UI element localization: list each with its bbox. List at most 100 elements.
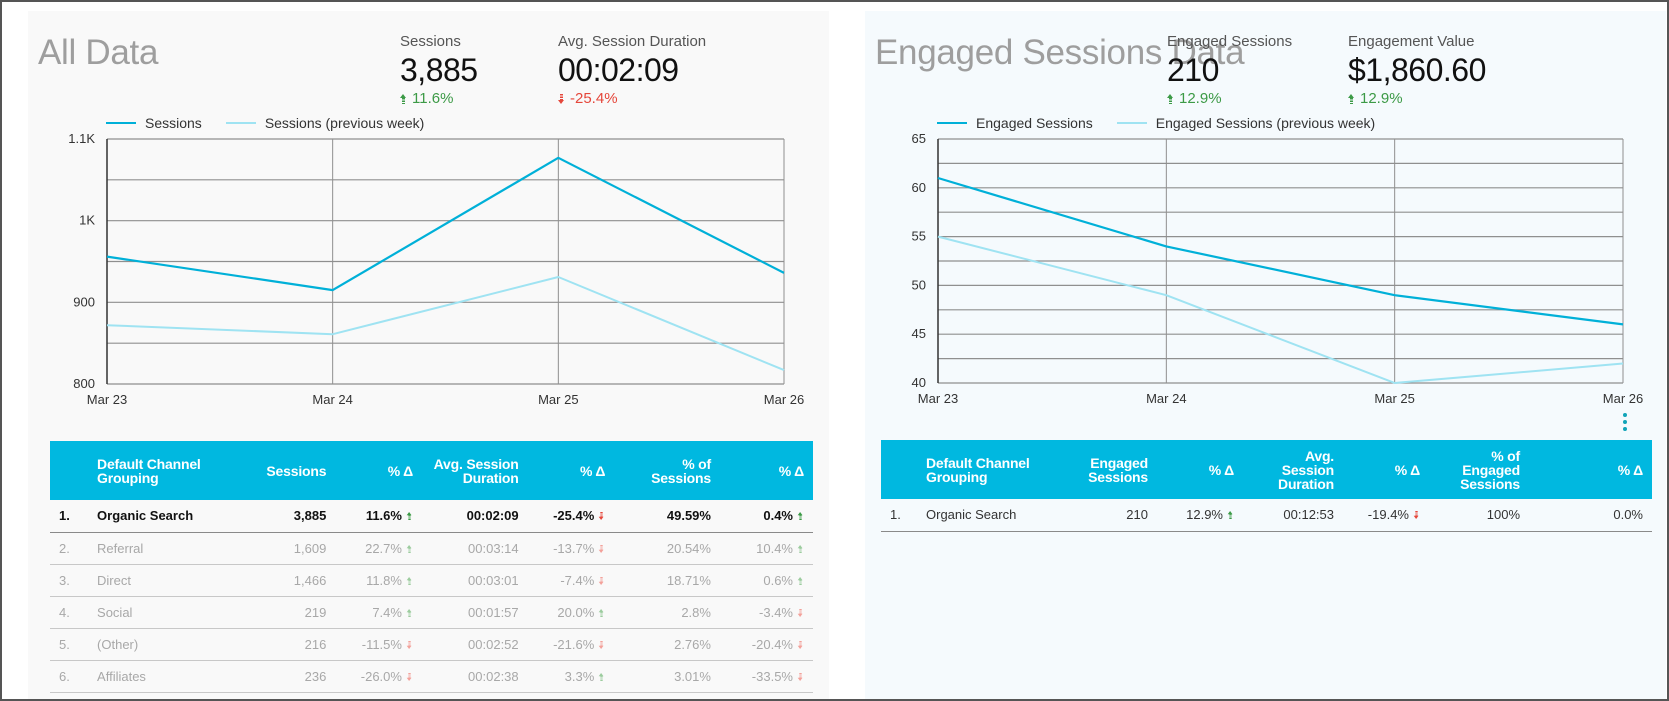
cell-pct-value: 18.71% [666,572,711,588]
cell-pct: 2.76% [614,628,720,661]
cell-sessions-value: 216 [304,636,327,652]
cell-duration-value: 00:02:38 [468,668,519,684]
table-row[interactable]: 1. Organic Search 3,885 11.6% 00:02:09 -25.4%… [50,500,813,533]
kpi-sessions[interactable]: Sessions 3,885 11.6% [400,33,478,107]
engaged-channel-table: Default Channel Grouping Engaged Session… [881,440,1652,532]
table-row[interactable]: 6. Affiliates 236 -26.0% 00:02:38 3.3% 3.01% -3… [50,660,813,693]
x-tick-label: Mar 24 [312,392,352,407]
x-tick-label: Mar 25 [538,392,578,407]
col-channel[interactable]: Default Channel Grouping [88,441,247,500]
col-sessions[interactable]: Sessions [246,441,336,500]
col-pct-sessions[interactable]: % of Sessions [614,441,720,500]
legend-item-sessions-previous[interactable]: Sessions (previous week) [225,115,424,131]
cell-sessions-value: 236 [304,668,327,684]
cell-sessions: 1,609 [246,532,336,565]
table-row[interactable]: 1. Organic Search 210 12.9% 00:12:53 -19.4% 10… [881,499,1652,532]
cell-rank-value: 2. [59,540,70,556]
more-vert-icon[interactable] [1622,413,1628,431]
cell-sessions-delta: 7.4% [335,596,422,629]
cell-duration: 00:02:52 [421,628,528,661]
col-duration-delta[interactable]: % Δ [527,441,615,500]
col-duration-delta[interactable]: % Δ [1343,440,1429,499]
all-data-panel: All Data Sessions 3,885 11.6% Avg. Sessi… [28,11,829,699]
arrow-down-icon [598,576,605,585]
kpi-delta-value: 12.9% [1179,90,1222,107]
cell-channel-value: Direct [97,572,131,588]
arrow-up-icon [406,512,413,521]
col-duration[interactable]: Avg. Session Duration [1243,440,1343,499]
table-row[interactable]: 3. Direct 1,466 11.8% 00:03:01 -7.4% 18.71% 0.6… [50,564,813,597]
data-point [781,270,787,276]
legend-label: Sessions [145,115,202,131]
channel-table: Default Channel Grouping Sessions % Δ Av… [50,441,813,693]
cell-sessions-delta: 12.9% [1157,499,1243,532]
y-tick-label: 40 [912,375,926,390]
data-point [555,155,561,161]
y-tick-label: 50 [912,277,926,292]
col-pct-delta[interactable]: % Δ [1529,440,1652,499]
cell-pct: 100% [1429,499,1529,532]
col-engaged-sessions[interactable]: Engaged Sessions [1067,440,1157,499]
cell-rank-value: 6. [59,668,70,684]
cell-rank: 4. [50,596,89,629]
cell-rank: 1. [50,500,89,533]
col-sessions-delta[interactable]: % Δ [335,441,422,500]
table-row[interactable]: 2. Referral 1,609 22.7% 00:03:14 -13.7% 20.54%… [50,532,813,565]
legend-swatch [1116,122,1147,124]
cell-sessions-delta-value: 7.4% [372,604,402,620]
cell-pct-delta-value: 10.4% [756,540,793,556]
col-pct-delta[interactable]: % Δ [719,441,813,500]
x-tick-label: Mar 26 [1603,391,1643,406]
kpi-delta-value: 11.6% [412,90,454,107]
table-row[interactable]: 4. Social 219 7.4% 00:01:57 20.0% 2.8% -3.4% [50,596,813,629]
legend-swatch [937,122,967,124]
cell-rank-value: 4. [59,604,70,620]
panel-title: All Data [38,33,159,72]
kpi-engagement-value[interactable]: Engagement Value $1,860.60 12.9% [1348,33,1486,107]
cell-pct-value: 2.8% [681,604,711,620]
legend-item-engaged-sessions-previous[interactable]: Engaged Sessions (previous week) [1116,115,1376,131]
kpi-value: $1,860.60 [1348,52,1486,88]
cell-pct: 3.01% [614,660,720,693]
engaged-sessions-line-chart[interactable]: 40 45 50 55 60 65 Mar 23 Mar 24 Mar 25 Mar 26 [865,11,1666,411]
y-tick-label: 900 [73,294,95,309]
cell-duration-value: 00:01:57 [468,604,519,620]
arrow-up-icon [797,576,804,585]
arrow-down-icon [406,640,413,649]
cell-duration-delta-value: -21.6% [553,636,595,652]
y-tick-label: 1.1K [68,131,95,146]
arrow-down-icon [1413,511,1420,520]
col-duration[interactable]: Avg. Session Duration [421,441,528,500]
panel-title: Engaged Sessions Data [875,33,1245,72]
sessions-line-chart[interactable]: 800 900 1K 1.1K Mar 23 Mar 24 Mar 25 Mar 26 [28,11,829,411]
y-tick-label: 55 [912,229,926,244]
data-point [330,331,336,337]
cell-sessions: 219 [246,596,336,629]
kpi-avg-session-duration[interactable]: Avg. Session Duration 00:02:09 -25.4% [558,33,706,107]
cell-rank: 3. [50,564,89,597]
kpi-engaged-sessions[interactable]: Engaged Sessions 210 12.9% [1167,33,1292,107]
cell-sessions-delta: -11.5% [335,628,422,661]
legend-label: Engaged Sessions (previous week) [1155,115,1376,131]
legend-item-engaged-sessions[interactable]: Engaged Sessions [937,115,1093,131]
chart-legend: Sessions Sessions (previous week) [106,115,448,131]
cell-duration-delta-value: -19.4% [1367,507,1409,523]
x-tick-label: Mar 24 [1146,391,1186,406]
kpi-delta: 11.6% [400,89,478,107]
legend-item-sessions[interactable]: Sessions [106,115,202,131]
col-rank [881,440,917,499]
cell-pct-delta: 0.6% [719,564,813,597]
table-row[interactable]: 5. (Other) 216 -11.5% 00:02:52 -21.6% 2.76% -20… [50,628,813,661]
col-pct-engaged[interactable]: % of Engaged Sessions [1429,440,1529,499]
arrow-down-icon [797,640,804,649]
y-tick-label: 1K [79,213,95,228]
cell-duration-delta: 20.0% [527,596,615,629]
col-engaged-delta[interactable]: % Δ [1157,440,1243,499]
cell-rank-value: 5. [59,636,70,652]
cell-pct-delta-value: 0.6% [763,572,793,588]
y-tick-label: 60 [912,180,926,195]
col-channel[interactable]: Default Channel Grouping [917,440,1067,499]
x-tick-label: Mar 25 [1374,391,1414,406]
cell-channel-value: Organic Search [97,508,194,524]
